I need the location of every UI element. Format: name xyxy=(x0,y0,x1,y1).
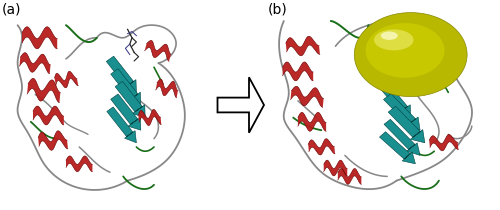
Polygon shape xyxy=(27,78,60,103)
Ellipse shape xyxy=(354,13,467,97)
Polygon shape xyxy=(124,80,136,92)
Polygon shape xyxy=(406,143,420,155)
Polygon shape xyxy=(384,119,415,150)
Polygon shape xyxy=(218,77,264,133)
Polygon shape xyxy=(290,86,324,107)
Polygon shape xyxy=(38,131,68,150)
Polygon shape xyxy=(66,156,92,172)
Polygon shape xyxy=(378,81,408,112)
Polygon shape xyxy=(110,69,138,99)
Polygon shape xyxy=(33,106,64,125)
Polygon shape xyxy=(128,92,141,105)
Polygon shape xyxy=(22,27,57,49)
Text: (b): (b) xyxy=(268,2,287,16)
Polygon shape xyxy=(380,132,410,159)
Polygon shape xyxy=(406,117,420,130)
Polygon shape xyxy=(397,105,410,118)
Polygon shape xyxy=(132,105,145,118)
Polygon shape xyxy=(384,94,416,125)
Polygon shape xyxy=(124,131,136,143)
Polygon shape xyxy=(402,152,415,164)
Polygon shape xyxy=(429,134,458,151)
Polygon shape xyxy=(308,139,335,155)
Ellipse shape xyxy=(366,23,444,78)
Polygon shape xyxy=(324,160,347,176)
Polygon shape xyxy=(436,54,460,73)
Polygon shape xyxy=(388,106,420,137)
Polygon shape xyxy=(410,130,425,143)
Ellipse shape xyxy=(381,32,398,40)
Polygon shape xyxy=(144,40,171,61)
Polygon shape xyxy=(286,36,320,56)
Polygon shape xyxy=(338,169,361,184)
Ellipse shape xyxy=(374,29,414,50)
Polygon shape xyxy=(106,56,134,87)
Text: (a): (a) xyxy=(2,2,21,16)
Polygon shape xyxy=(20,53,50,74)
Polygon shape xyxy=(298,112,326,131)
Polygon shape xyxy=(282,62,313,81)
Polygon shape xyxy=(156,79,178,98)
Polygon shape xyxy=(110,94,138,125)
Polygon shape xyxy=(138,109,162,126)
Polygon shape xyxy=(128,117,141,130)
Polygon shape xyxy=(115,81,142,112)
Polygon shape xyxy=(107,107,133,137)
Polygon shape xyxy=(54,71,78,88)
